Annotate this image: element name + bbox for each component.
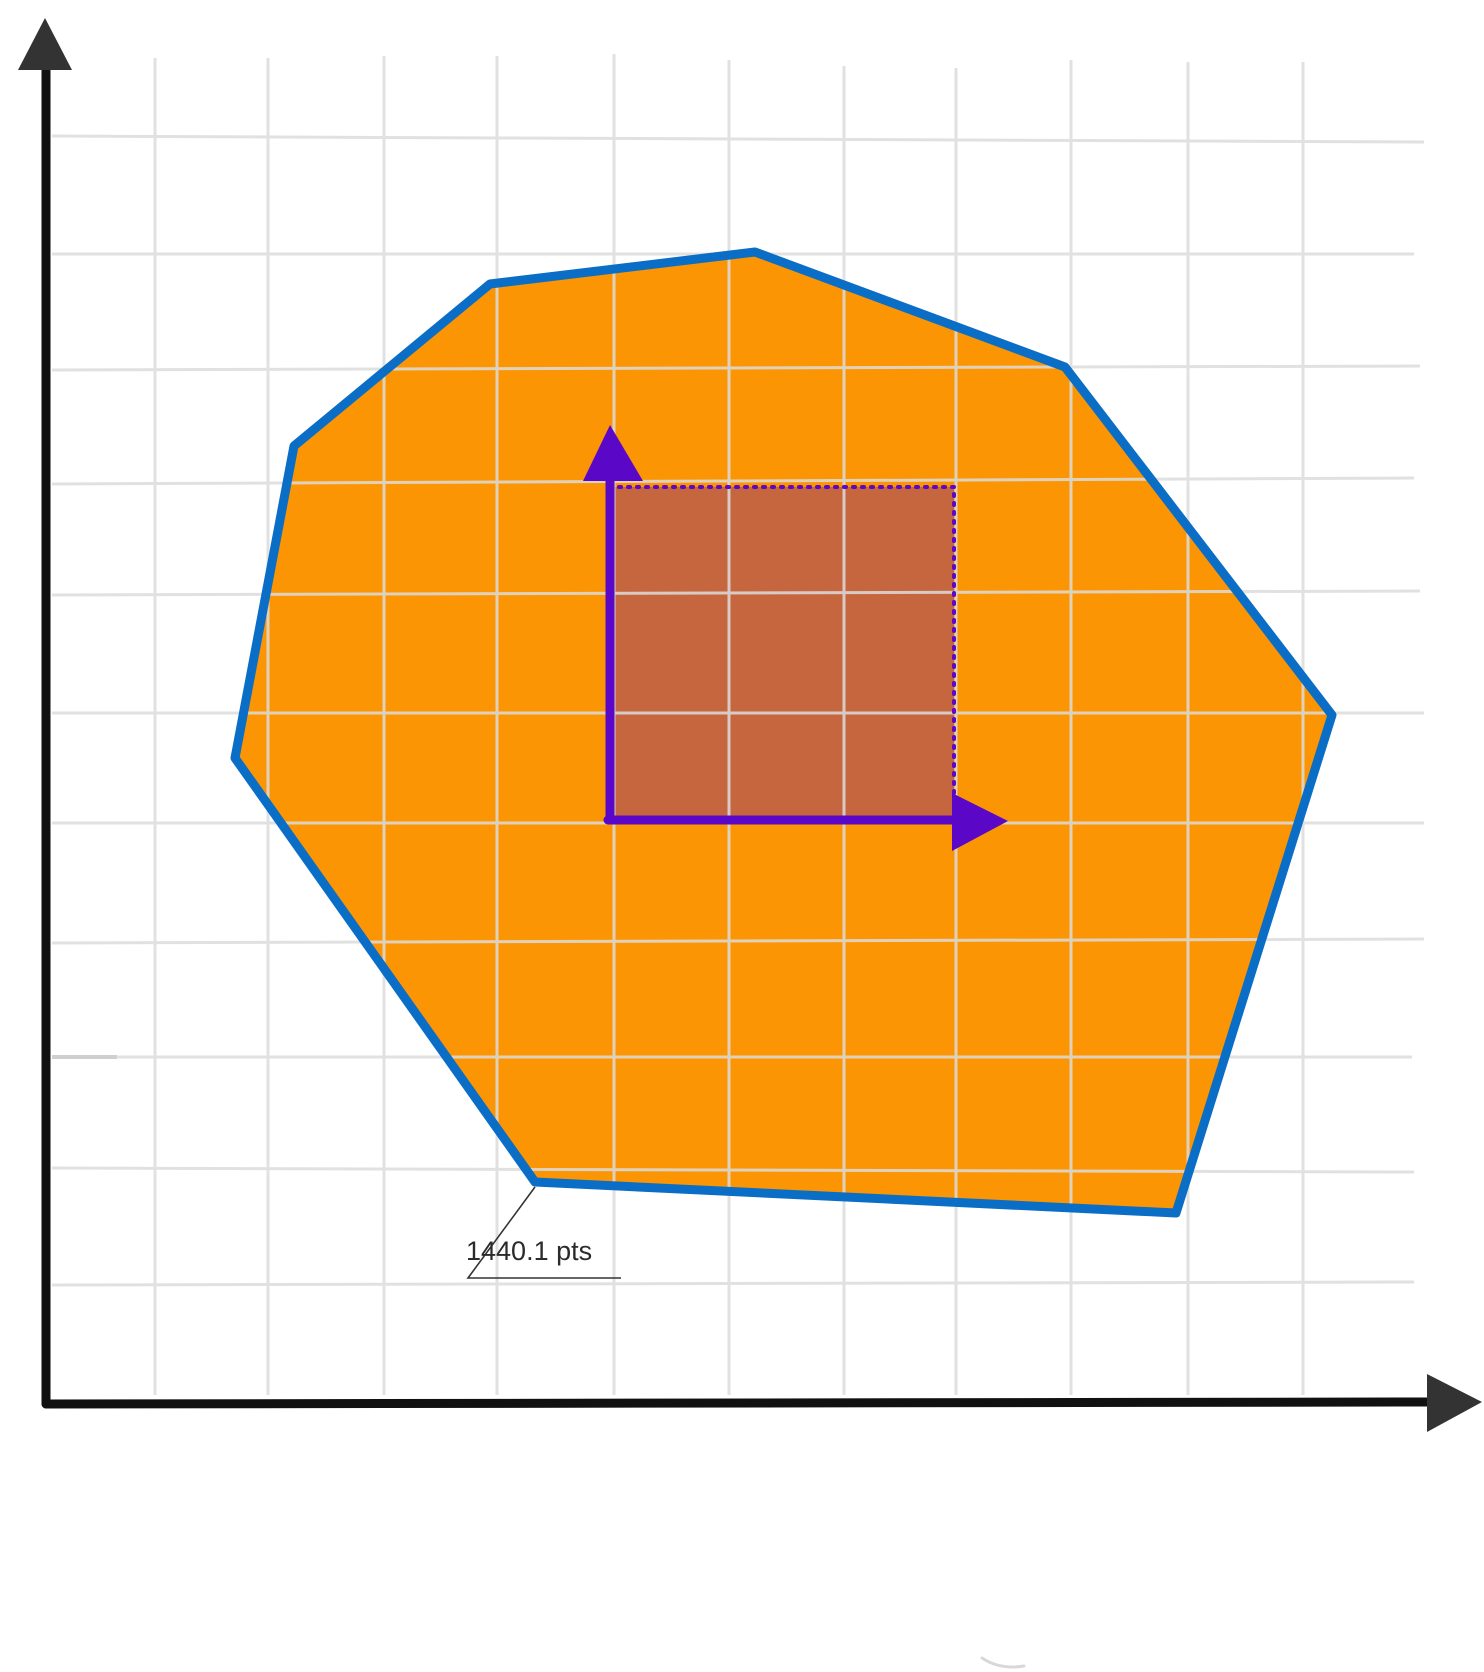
x-axis	[41, 1397, 1437, 1409]
stray-mark	[980, 1656, 1026, 1669]
grid-line-horizontal	[51, 937, 1425, 945]
triangle-right-icon	[952, 793, 1008, 851]
grid-line-horizontal	[51, 476, 1415, 486]
measurement-leader-line	[466, 1186, 621, 1279]
basis-rectangle-dotted-edge	[608, 485, 956, 819]
grid-line-horizontal	[51, 1280, 1415, 1287]
triangle-right-icon	[1427, 1374, 1482, 1432]
triangle-up-icon	[18, 18, 72, 70]
grid-line-horizontal	[51, 134, 1425, 144]
basis-rectangle	[610, 487, 954, 817]
grid-line-horizontal	[51, 364, 1421, 372]
measurement-label: 1440.1 pts	[466, 1236, 592, 1266]
grid-line-horizontal	[51, 589, 1421, 597]
grid	[51, 54, 1425, 1395]
triangle-up-icon	[583, 425, 643, 481]
grid-line-horizontal	[51, 1166, 1415, 1174]
region-polygon-outline	[230, 247, 1337, 1218]
